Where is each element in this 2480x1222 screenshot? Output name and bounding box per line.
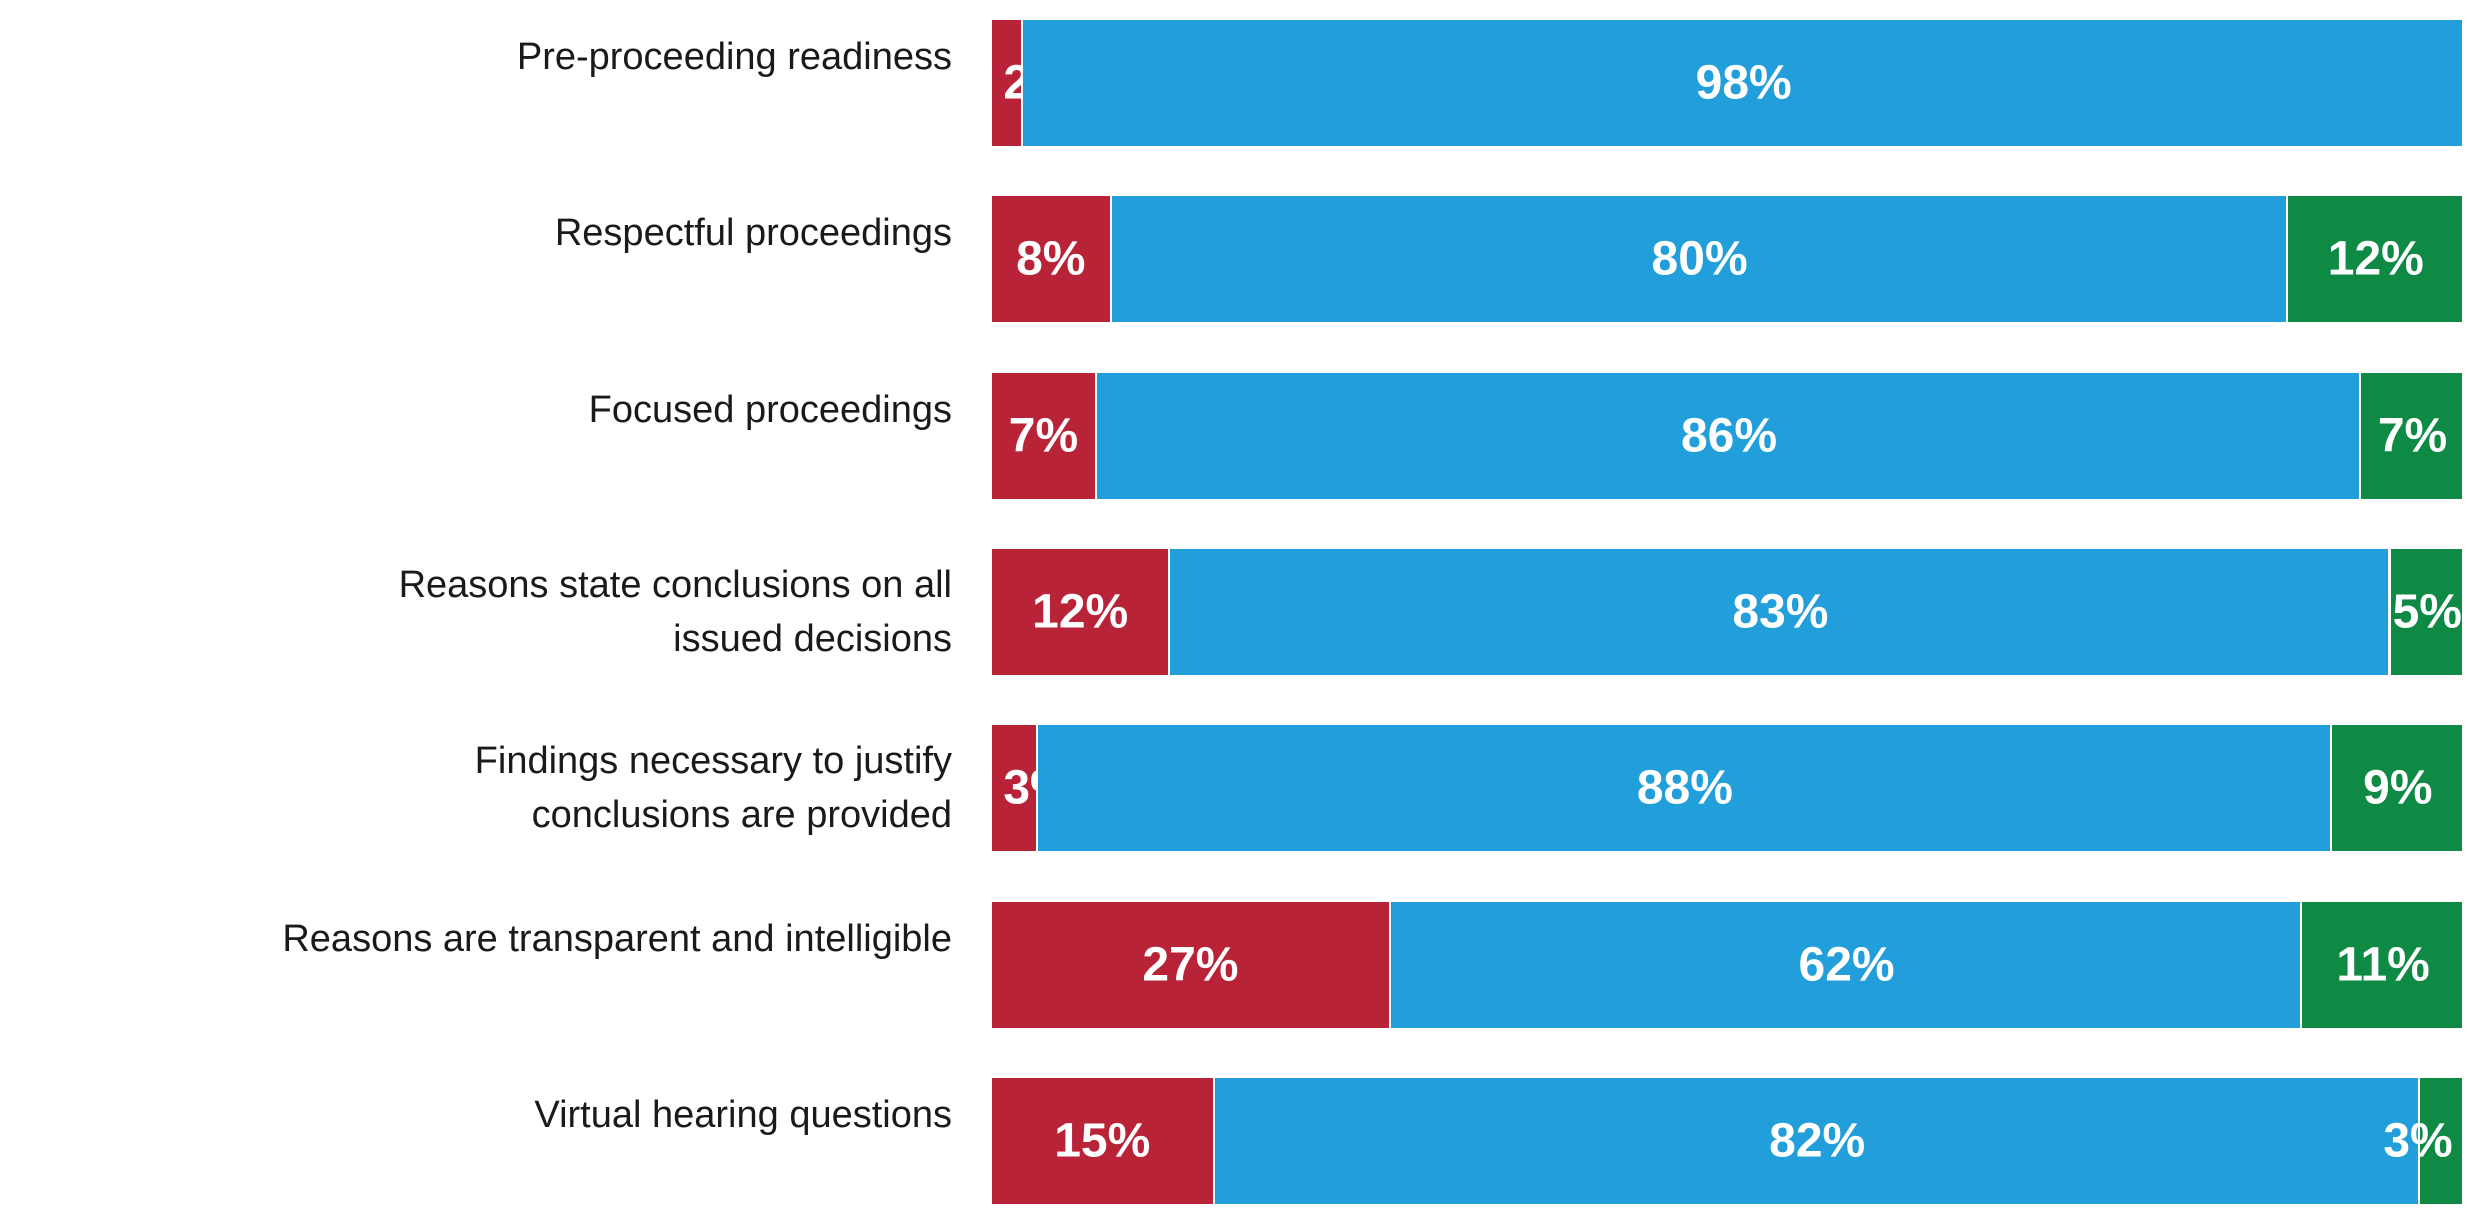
- category-label: Reasons state conclusions on all issued d…: [52, 558, 952, 666]
- bar-segment: 15%: [992, 1077, 1213, 1204]
- category-label: Respectful proceedings: [52, 206, 952, 260]
- bar-segment: 7%: [2359, 372, 2462, 499]
- bar-segment: 2%: [992, 20, 1073, 146]
- category-label-line: issued decisions: [673, 617, 952, 660]
- bar-segment: 11%: [2300, 901, 2462, 1028]
- category-label: Findings necessary to justify conclusions…: [52, 734, 952, 842]
- data-label: 83%: [1732, 585, 1829, 639]
- category-label-line: Respectful proceedings: [554, 212, 952, 255]
- bar-segment: 8%: [992, 196, 1110, 323]
- bar-segment: 62%: [1388, 901, 2301, 1028]
- category-label: Reasons are transparent and intelligible: [52, 912, 952, 966]
- bar-segment: 3%: [2383, 1077, 2462, 1204]
- bar-segment: 9%: [2329, 725, 2462, 852]
- data-label: 7%: [2377, 409, 2448, 463]
- category-label: Pre-proceeding readiness: [52, 30, 952, 84]
- category-label-line: Reasons state conclusions on all: [398, 563, 952, 606]
- bar-segment: 27%: [992, 901, 1389, 1028]
- category-label-line: Virtual hearing questions: [534, 1093, 952, 1136]
- data-label: 11%: [2336, 938, 2430, 991]
- category-label-line: Reasons are transparent and intelligible: [282, 917, 952, 960]
- category-label-line: Pre-proceeding readiness: [516, 36, 952, 78]
- category-label: Focused proceedings: [52, 383, 952, 437]
- data-label: 9%: [2363, 761, 2433, 815]
- bar-segment: 7%: [992, 372, 1095, 499]
- data-label: 3%: [2383, 1114, 2453, 1168]
- bar-segment: 5%: [2388, 548, 2462, 675]
- data-label: 80%: [1651, 232, 1748, 286]
- data-label: 7%: [1008, 409, 1079, 463]
- data-label: 88%: [1636, 761, 1733, 815]
- data-label: 27%: [1142, 938, 1239, 991]
- data-label: 12%: [1032, 585, 1129, 639]
- category-label-line: Focused proceedings: [588, 388, 952, 431]
- data-label: 62%: [1798, 938, 1895, 991]
- data-label: 98%: [1695, 56, 1792, 110]
- bar-segment: 88%: [1036, 725, 2330, 852]
- bar-segment: 12%: [2285, 196, 2462, 323]
- data-label: 5%: [2392, 585, 2462, 639]
- bar-segment: 12%: [992, 548, 1169, 675]
- bar-segment: 82%: [1212, 1077, 2418, 1204]
- data-label: 15%: [1054, 1114, 1151, 1168]
- data-label: 8%: [1016, 232, 1086, 286]
- bar-segment: 83%: [1168, 548, 2389, 675]
- category-label-line: conclusions are provided: [531, 794, 952, 837]
- data-label: 12%: [2327, 232, 2424, 286]
- bar-segment: 98%: [1021, 20, 2462, 146]
- bar-segment: 3%: [992, 725, 1073, 852]
- bar-segment: 86%: [1094, 372, 2360, 499]
- category-label: Virtual hearing questions: [52, 1088, 952, 1142]
- data-label: 82%: [1769, 1114, 1866, 1168]
- data-label: 86%: [1680, 409, 1778, 463]
- bar-segment: 80%: [1109, 196, 2286, 323]
- category-label-line: Findings necessary to justify: [474, 740, 952, 783]
